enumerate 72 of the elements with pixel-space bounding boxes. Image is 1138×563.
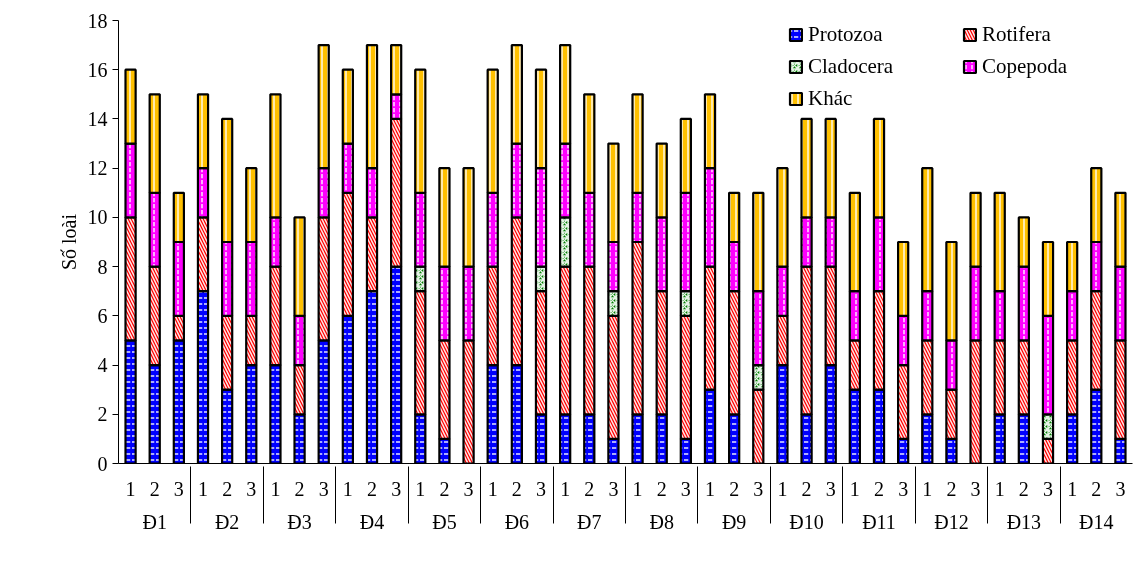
category-label: 3: [970, 477, 981, 500]
legend-label: Protozoa: [808, 20, 884, 48]
y-tick-label: 0: [97, 452, 108, 475]
category-label: 3: [536, 477, 546, 500]
y-tick-label: 8: [97, 255, 108, 278]
category-label: 2: [874, 477, 884, 500]
category-label: 3: [825, 477, 836, 500]
category-label: 1: [777, 477, 788, 500]
category-label: 1: [849, 477, 860, 500]
category-label: 3: [1115, 477, 1126, 500]
category-label: Đ3: [287, 510, 312, 533]
category-label: Đ14: [1079, 510, 1114, 533]
category-label: 1: [705, 477, 715, 500]
y-tick-label: 4: [97, 354, 108, 377]
category-label: 3: [1043, 477, 1053, 500]
category-label: Đ1: [142, 510, 167, 533]
category-label: 2: [511, 477, 522, 500]
category-label: 1: [994, 477, 1005, 500]
category-label: Đ8: [649, 510, 674, 533]
category-label: Đ7: [577, 510, 602, 533]
category-label: 2: [801, 477, 812, 500]
category-label: 3: [318, 477, 329, 500]
category-label: 1: [415, 477, 426, 500]
category-label: 3: [753, 477, 764, 500]
category-label: 1: [1067, 477, 1078, 500]
category-label: 2: [149, 477, 160, 500]
category-label: 1: [125, 477, 136, 500]
category-label: Đ9: [721, 510, 747, 533]
category-label: 2: [946, 477, 957, 500]
category-label: 3: [680, 477, 691, 500]
category-label: 2: [294, 477, 305, 500]
category-label: 2: [222, 477, 233, 500]
category-label: Đ2: [214, 510, 240, 533]
category-label: 3: [246, 477, 257, 500]
category-label: 1: [487, 477, 498, 500]
legend-label: Cladocera: [808, 52, 895, 80]
category-label: 1: [198, 477, 208, 500]
category-label: 1: [922, 477, 933, 500]
legend-label: Rotifera: [982, 20, 1052, 48]
category-label: Đ12: [934, 510, 969, 533]
category-label: Đ10: [789, 510, 824, 533]
y-tick-label: 16: [87, 58, 108, 81]
category-label: 2: [439, 477, 450, 500]
category-label: Đ5: [432, 510, 457, 533]
y-axis-title: Số loài: [57, 213, 80, 271]
legend-label: Copepoda: [982, 52, 1069, 80]
category-label: 3: [391, 477, 402, 500]
y-tick-label: 6: [97, 304, 108, 327]
legend-label: Khác: [808, 84, 854, 112]
category-label: 2: [584, 477, 595, 500]
y-tick-label: 18: [87, 9, 108, 32]
category-label: Đ13: [1006, 510, 1042, 533]
category-label: 1: [342, 477, 353, 500]
category-label: 2: [367, 477, 377, 500]
y-tick-label: 12: [87, 157, 108, 180]
category-label: Đ11: [862, 510, 896, 533]
category-label: 3: [173, 477, 184, 500]
category-label: Đ4: [359, 510, 385, 533]
y-tick-label: 10: [87, 206, 108, 229]
category-label: 3: [898, 477, 909, 500]
y-tick-label: 14: [87, 107, 108, 130]
category-label: 2: [656, 477, 667, 500]
category-label: Đ6: [504, 510, 530, 533]
y-tick-label: 2: [97, 403, 108, 426]
category-label: 3: [608, 477, 619, 500]
category-label: 2: [729, 477, 740, 500]
category-label: 1: [632, 477, 643, 500]
category-label: 1: [560, 477, 571, 500]
category-label: 2: [1091, 477, 1102, 500]
category-label: 1: [270, 477, 281, 500]
category-label: 3: [463, 477, 474, 500]
category-label: 2: [1018, 477, 1029, 500]
